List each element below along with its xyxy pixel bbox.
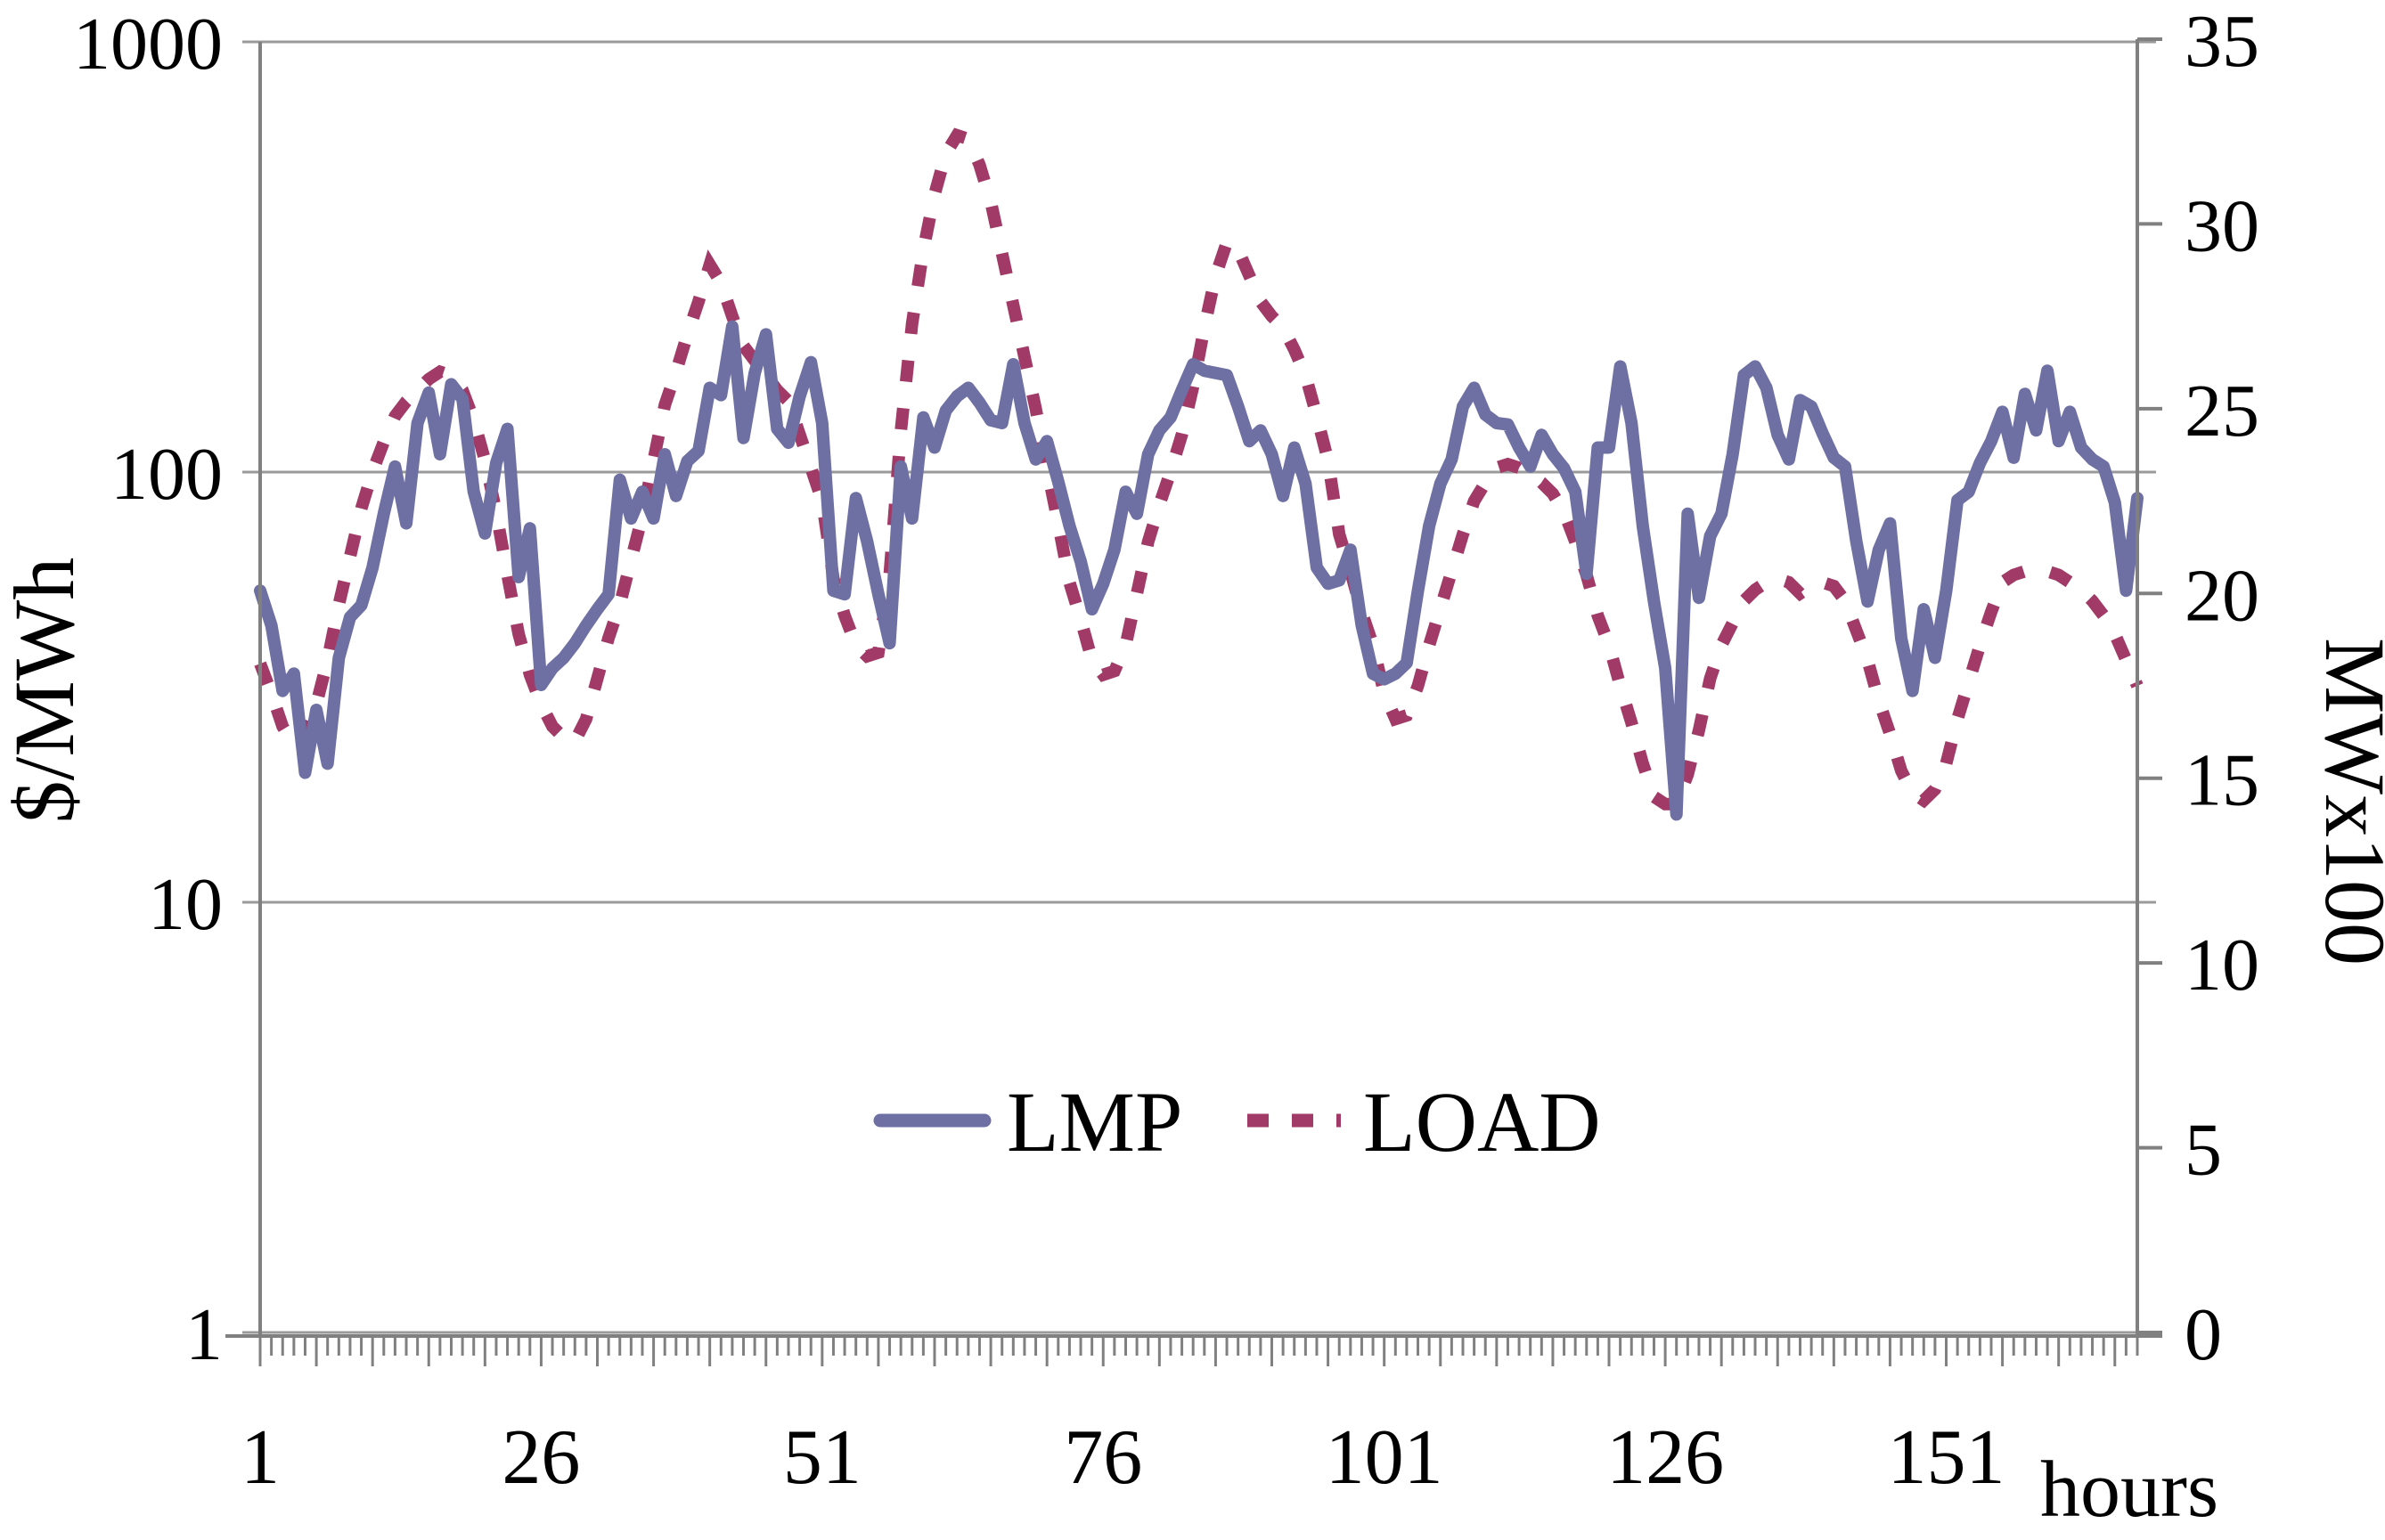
lmp-legend-label: LMP (1007, 1074, 1182, 1169)
right-tick-label: 20 (2185, 554, 2259, 637)
right-tick-label: 15 (2185, 739, 2259, 822)
left-axis-tick-labels: 1 10 100 1000 (73, 3, 223, 1376)
x-tick-label: 151 (1888, 1414, 2005, 1501)
right-tick-label: 35 (2185, 0, 2259, 83)
right-axis-ticks (2137, 37, 2162, 1334)
right-tick-label: 10 (2185, 924, 2259, 1006)
left-tick-label: 1000 (73, 3, 223, 86)
left-tick-label: 10 (148, 863, 223, 946)
right-tick-label: 25 (2185, 370, 2259, 452)
left-axis-title: $/MWh (0, 558, 92, 824)
right-axis-tick-labels: 0 5 10 15 20 25 30 35 (2185, 0, 2259, 1376)
right-tick-label: 0 (2185, 1293, 2222, 1376)
right-tick-label: 30 (2185, 184, 2259, 267)
load-legend-label: LOAD (1363, 1074, 1601, 1169)
axes (225, 39, 2162, 1338)
left-tick-label: 100 (110, 433, 223, 516)
right-tick-label: 5 (2185, 1109, 2222, 1192)
right-axis-title: MWx100 (2307, 638, 2385, 966)
left-tick-label: 1 (185, 1293, 223, 1376)
x-tick-label: 76 (1064, 1414, 1142, 1501)
x-tick-label: 26 (502, 1414, 580, 1501)
load-series-line (254, 127, 2144, 811)
x-tick-label: 101 (1326, 1414, 1443, 1501)
lmp-series-line (254, 320, 2144, 821)
x-axis-title: hours (2040, 1446, 2218, 1534)
x-axis-ticks (258, 1336, 2139, 1366)
x-tick-label: 1 (241, 1414, 280, 1501)
x-tick-label: 51 (783, 1414, 862, 1501)
legend: LMP LOAD (873, 1074, 1601, 1169)
gridlines (242, 40, 2156, 1334)
x-axis-tick-labels: 1 26 51 76 101 126 151 (241, 1414, 2005, 1501)
x-tick-label: 126 (1606, 1414, 1724, 1501)
